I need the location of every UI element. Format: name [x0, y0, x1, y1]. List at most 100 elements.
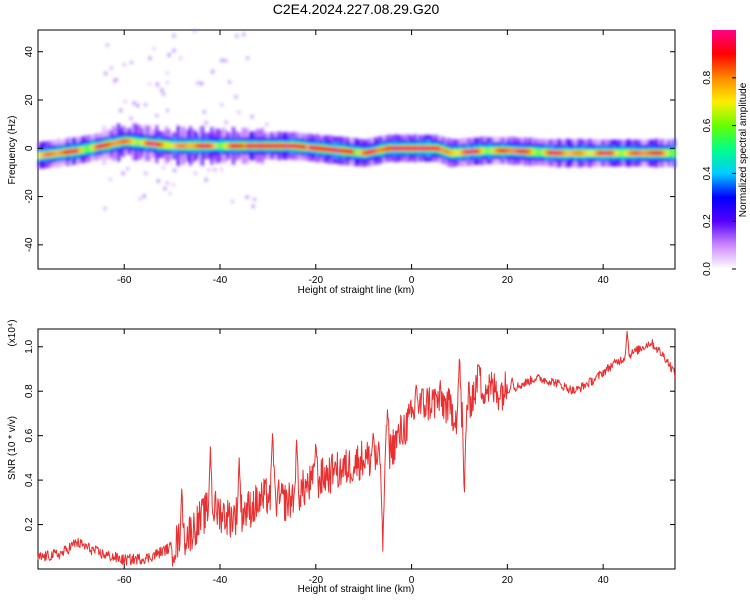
spectrogram-ticks: -60 -40 -20 0 20 40 -40 -20 0 20 40 — [24, 30, 675, 286]
spectrogram-speckle — [162, 166, 166, 170]
colorbar-gradient — [712, 30, 736, 269]
spectrogram-cell — [423, 145, 427, 151]
spectrogram-cell — [66, 149, 70, 155]
spectrogram-speckle — [143, 103, 147, 107]
spectrogram-cell — [176, 143, 180, 149]
snr-panel: -60 -40 -20 0 20 40 0.2 0.4 0.6 0.8 1.0 Height of … — [7, 319, 676, 595]
snr-y-tick-label: 0.6 — [24, 428, 35, 442]
spectrogram-speckle — [200, 82, 204, 86]
spectrogram-cell — [576, 150, 580, 156]
spectrogram-cell — [169, 143, 173, 149]
spectrogram-cell — [363, 150, 367, 156]
spectrogram-cell — [143, 140, 147, 146]
spectrogram-speckle — [220, 58, 224, 62]
spectrogram-cell — [528, 149, 532, 155]
spectrogram-y-tick-label: -20 — [24, 189, 35, 204]
spectrogram-cell — [224, 143, 228, 149]
spectrogram-cell — [433, 145, 437, 151]
spectrogram-cell — [131, 139, 135, 145]
spectrogram-speckle — [193, 29, 197, 33]
spectrogram-cell — [196, 143, 200, 149]
spectrogram-cell — [315, 145, 319, 151]
spectrogram-cell — [454, 150, 458, 156]
spectrogram-cell — [270, 143, 274, 149]
spectrogram-speckle — [144, 171, 148, 175]
spectrogram-cell — [186, 143, 190, 149]
spectrogram-cell — [356, 149, 360, 155]
spectrogram-cell — [85, 146, 89, 152]
spectrogram-cell — [93, 144, 97, 150]
spectrogram-cell — [255, 143, 259, 149]
spectrogram-cell — [306, 144, 310, 150]
spectrogram-speckle — [165, 71, 169, 75]
snr-x-tick-label: -20 — [309, 575, 324, 586]
spectrogram-cell — [564, 150, 568, 156]
spectrogram-speckle — [220, 103, 224, 107]
chart-title: C2E4.2024.227.08.29.G20 — [273, 1, 440, 17]
spectrogram-cell — [148, 141, 152, 146]
spectrogram-cell — [375, 148, 379, 154]
spectrogram-speckle — [179, 56, 183, 60]
spectrogram-cell — [188, 143, 192, 149]
spectrogram-cell — [346, 149, 350, 154]
snr-ticks: -60 -40 -20 0 20 40 0.2 0.4 0.6 0.8 1.0 — [24, 329, 675, 586]
spectrogram-cell — [241, 143, 245, 149]
snr-y-tick-label: 0.2 — [24, 517, 35, 531]
spectrogram-x-tick-label: 40 — [598, 275, 610, 286]
spectrogram-speckle — [121, 171, 125, 175]
spectrogram-x-tick-label: -40 — [213, 275, 228, 286]
spectrogram-cell — [557, 150, 561, 156]
spectrogram-cell — [643, 150, 647, 156]
spectrogram-cell — [253, 143, 257, 149]
spectrogram-speckle — [213, 168, 217, 172]
spectrogram-cell — [504, 148, 508, 154]
spectrogram-speckle — [129, 61, 133, 65]
spectrogram-cell — [38, 153, 41, 158]
spectrogram-cell — [205, 143, 209, 149]
spectrogram-cell — [167, 142, 171, 148]
spectrogram-cell — [500, 148, 504, 154]
spectrogram-cell — [457, 150, 461, 156]
spectrogram-cell — [119, 139, 123, 145]
spectrogram-cell — [344, 148, 348, 154]
spectrogram-speckle — [163, 187, 167, 191]
spectrogram-cell — [572, 150, 576, 156]
spectrogram-cell — [234, 143, 238, 149]
spectrogram-cell — [220, 143, 223, 149]
spectrogram-cell — [670, 150, 674, 156]
spectrogram-cell — [452, 150, 456, 156]
spectrogram-cell — [629, 150, 633, 156]
spectrogram-cell — [399, 145, 403, 151]
spectrogram-speckle — [123, 100, 127, 104]
spectrogram-cell — [174, 143, 178, 149]
spectrogram-cell — [646, 150, 650, 156]
spectrogram-cell — [548, 150, 552, 156]
spectrogram-speckle — [242, 32, 246, 36]
spectrogram-cell — [258, 143, 262, 149]
spectrogram-cell — [378, 147, 382, 153]
spectrogram-speckle — [165, 80, 169, 84]
spectrogram-speckle — [211, 70, 215, 74]
spectrogram-cell — [334, 147, 338, 153]
spectrogram-cell — [105, 142, 109, 148]
spectrogram-speckle — [250, 115, 254, 119]
spectrogram-cell — [251, 143, 255, 149]
colorbar-tick-label: 0.6 — [702, 118, 713, 132]
spectrogram-speckle — [138, 197, 142, 201]
spectrogram-speckle — [252, 197, 256, 201]
spectrogram-cell — [40, 152, 44, 158]
spectrogram-cell — [413, 145, 417, 151]
snr-x-tick-label: 20 — [502, 575, 514, 586]
spectrogram-cell — [593, 150, 597, 156]
spectrogram-cell — [160, 142, 164, 148]
spectrogram-speckle — [165, 181, 169, 185]
spectrogram-cell — [574, 150, 578, 156]
spectrogram-cell — [332, 147, 336, 153]
snr-y-tick-label: 0.8 — [24, 384, 35, 398]
spectrogram-cell — [445, 149, 449, 154]
spectrogram-cell — [342, 148, 346, 154]
spectrogram-cell — [641, 150, 645, 156]
spectrogram-cell — [54, 151, 58, 156]
spectrogram-cell — [624, 150, 628, 156]
